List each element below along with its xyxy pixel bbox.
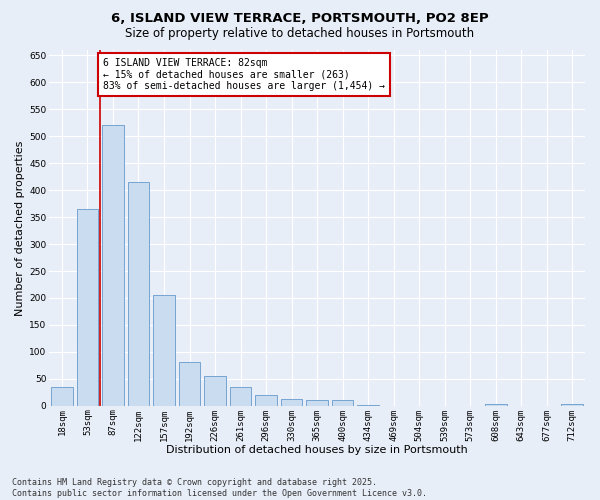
Text: Contains HM Land Registry data © Crown copyright and database right 2025.
Contai: Contains HM Land Registry data © Crown c… [12, 478, 427, 498]
Text: 6 ISLAND VIEW TERRACE: 82sqm
← 15% of detached houses are smaller (263)
83% of s: 6 ISLAND VIEW TERRACE: 82sqm ← 15% of de… [103, 58, 385, 92]
Bar [102, 126, 124, 406]
X-axis label: Distribution of detached houses by size in Portsmouth: Distribution of detached houses by size … [166, 445, 468, 455]
Bar [204, 376, 226, 406]
Bar [281, 400, 302, 406]
Bar [128, 182, 149, 406]
Bar [562, 404, 583, 406]
Bar [51, 387, 73, 406]
Bar [77, 209, 98, 406]
Bar [230, 387, 251, 406]
Bar [255, 395, 277, 406]
Text: 6, ISLAND VIEW TERRACE, PORTSMOUTH, PO2 8EP: 6, ISLAND VIEW TERRACE, PORTSMOUTH, PO2 … [111, 12, 489, 26]
Bar [179, 362, 200, 406]
Bar [485, 404, 506, 406]
Bar [153, 296, 175, 406]
Text: Size of property relative to detached houses in Portsmouth: Size of property relative to detached ho… [125, 28, 475, 40]
Bar [306, 400, 328, 406]
Bar [332, 400, 353, 406]
Y-axis label: Number of detached properties: Number of detached properties [15, 140, 25, 316]
